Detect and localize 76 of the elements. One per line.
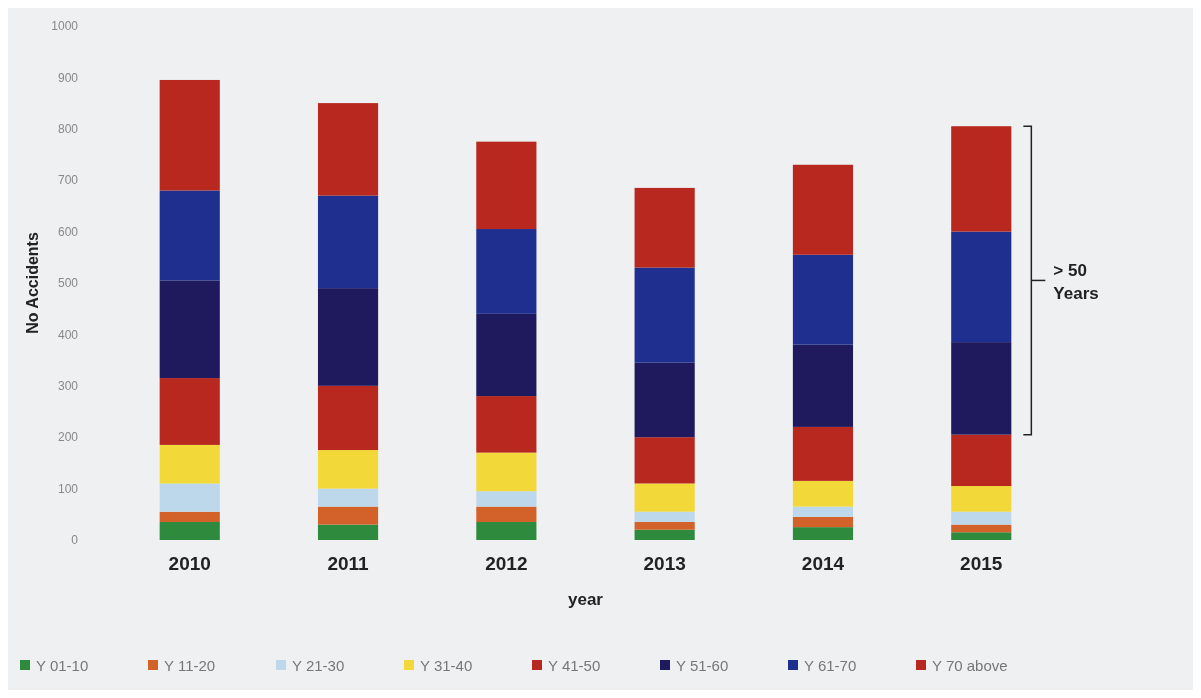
bar bbox=[792, 164, 854, 255]
y-tick-label: 200 bbox=[57, 430, 79, 445]
y-tick-label: 900 bbox=[57, 70, 79, 85]
legend-label: Y 11-20 bbox=[164, 657, 216, 675]
bar bbox=[951, 434, 1012, 487]
legend-label: Y 01-10 bbox=[36, 657, 89, 675]
legend-label: Y 61-70 bbox=[804, 657, 857, 675]
bar bbox=[634, 437, 695, 484]
bar bbox=[951, 524, 1012, 533]
x-tick-label: 2011 bbox=[327, 553, 370, 574]
bar bbox=[159, 79, 220, 191]
bar bbox=[476, 141, 537, 230]
bar bbox=[159, 280, 220, 379]
bar bbox=[476, 229, 537, 314]
bar bbox=[951, 486, 1012, 512]
y-tick-label: 500 bbox=[57, 276, 79, 291]
bar bbox=[317, 488, 379, 507]
bar bbox=[317, 195, 379, 289]
x-tick-label: 2015 bbox=[960, 553, 1003, 574]
legend-label: Y 21-30 bbox=[292, 657, 345, 675]
bar bbox=[476, 452, 537, 492]
bar bbox=[159, 483, 220, 512]
bar bbox=[476, 313, 537, 397]
bar bbox=[476, 522, 537, 540]
bar bbox=[634, 522, 695, 530]
x-tick-label: 2014 bbox=[801, 553, 845, 574]
bar bbox=[476, 396, 537, 453]
bar bbox=[634, 362, 695, 438]
bar bbox=[951, 126, 1012, 232]
y-tick-label: 800 bbox=[57, 122, 79, 136]
bar bbox=[951, 511, 1012, 525]
bar bbox=[476, 491, 537, 507]
bar bbox=[792, 516, 854, 528]
y-tick-label: 1000 bbox=[51, 19, 79, 34]
bar bbox=[634, 529, 695, 540]
bar bbox=[317, 385, 379, 451]
x-axis-title: year bbox=[568, 590, 604, 609]
y-tick-label: 400 bbox=[57, 327, 79, 342]
bar bbox=[317, 288, 379, 386]
legend-label: Y 31-40 bbox=[420, 657, 473, 675]
bar bbox=[317, 506, 379, 525]
bar bbox=[476, 506, 537, 523]
bar bbox=[951, 231, 1012, 343]
y-tick-label: 300 bbox=[57, 379, 79, 393]
bar bbox=[792, 506, 854, 517]
bar bbox=[792, 527, 854, 540]
bar bbox=[792, 426, 854, 481]
bar bbox=[792, 254, 854, 345]
bar bbox=[159, 378, 220, 445]
bar bbox=[159, 190, 220, 281]
bar bbox=[159, 511, 220, 523]
y-tick-label: 100 bbox=[57, 481, 79, 496]
bar bbox=[634, 267, 695, 363]
bar bbox=[159, 522, 220, 540]
annotation: > 50 Years bbox=[1053, 261, 1099, 303]
legend-label: Y 51-60 bbox=[676, 657, 729, 675]
y-tick-label: 0 bbox=[71, 533, 79, 548]
y-axis-title: No Accidents bbox=[24, 232, 41, 334]
legend-label: Y 41-50 bbox=[548, 657, 601, 675]
legend-label: Y 70 above bbox=[932, 657, 1008, 675]
bar bbox=[951, 342, 1012, 435]
bar bbox=[634, 511, 695, 523]
x-tick-label: 2010 bbox=[168, 553, 211, 574]
bar bbox=[951, 532, 1012, 540]
bar bbox=[792, 344, 854, 427]
y-tick-label: 700 bbox=[57, 173, 79, 188]
bar bbox=[634, 483, 695, 512]
x-tick-label: 2012 bbox=[485, 553, 528, 574]
bar bbox=[317, 524, 379, 540]
x-tick-label: 2013 bbox=[643, 553, 686, 574]
bar bbox=[792, 480, 854, 507]
bar bbox=[634, 187, 695, 268]
bar bbox=[317, 450, 379, 489]
bar bbox=[159, 444, 220, 484]
bar bbox=[317, 103, 379, 196]
y-tick-label: 600 bbox=[57, 224, 79, 239]
